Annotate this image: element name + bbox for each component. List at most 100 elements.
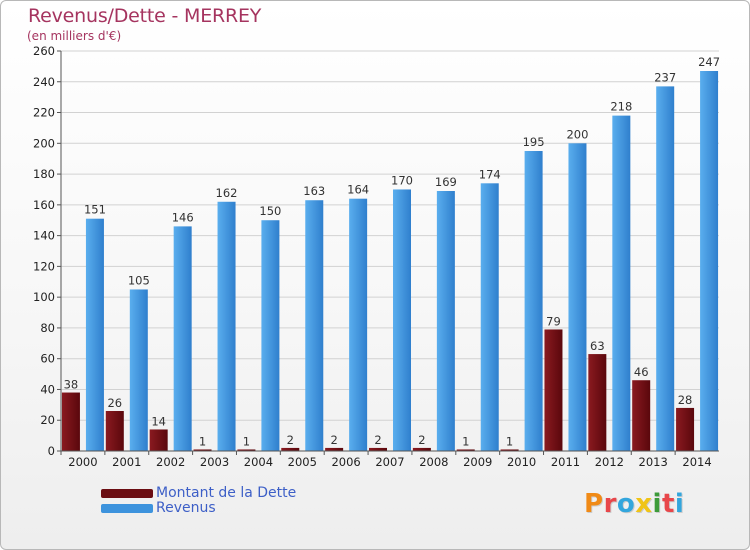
logo-letter: r bbox=[603, 489, 617, 519]
y-tick-label: 220 bbox=[33, 106, 55, 120]
x-tick-label: 2009 bbox=[463, 455, 492, 469]
y-tick-label: 0 bbox=[48, 444, 55, 458]
bar-debt bbox=[500, 449, 519, 451]
y-tick-label: 120 bbox=[33, 259, 55, 273]
data-label-revenue: 170 bbox=[391, 173, 413, 187]
data-label-revenue: 195 bbox=[523, 135, 545, 149]
bar-debt bbox=[456, 449, 475, 451]
legend-label-debt: Montant de la Dette bbox=[156, 485, 297, 501]
x-tick-label: 2007 bbox=[375, 455, 404, 469]
x-tick-label: 2003 bbox=[200, 455, 229, 469]
data-label-debt: 38 bbox=[64, 378, 79, 392]
bar-revenue bbox=[261, 220, 280, 451]
bar-debt bbox=[105, 411, 124, 451]
logo-letter: i bbox=[674, 489, 685, 519]
x-tick-label: 2012 bbox=[595, 455, 624, 469]
data-label-debt: 1 bbox=[243, 434, 250, 448]
bar-debt bbox=[412, 447, 431, 451]
bar-debt bbox=[325, 447, 344, 451]
y-tick-label: 80 bbox=[40, 321, 55, 335]
data-label-revenue: 163 bbox=[303, 184, 325, 198]
data-label-revenue: 105 bbox=[128, 273, 150, 287]
data-label-revenue: 169 bbox=[435, 175, 457, 189]
y-tick-label: 100 bbox=[33, 290, 55, 304]
bar-revenue bbox=[129, 289, 148, 451]
data-label-revenue: 247 bbox=[698, 55, 720, 69]
logo-letter: x bbox=[635, 489, 653, 519]
y-tick-label: 40 bbox=[40, 382, 55, 396]
bar-revenue bbox=[656, 86, 675, 451]
bar-debt bbox=[61, 392, 80, 451]
data-label-revenue: 218 bbox=[610, 100, 632, 114]
data-label-debt: 2 bbox=[287, 433, 294, 447]
y-tick-label: 200 bbox=[33, 136, 55, 150]
y-tick-label: 160 bbox=[33, 198, 55, 212]
bar-revenue bbox=[612, 115, 631, 451]
data-label-revenue: 150 bbox=[259, 204, 281, 218]
x-tick-label: 2004 bbox=[244, 455, 273, 469]
y-tick-label: 60 bbox=[40, 352, 55, 366]
logo-letter: i bbox=[652, 489, 662, 519]
y-tick-label: 260 bbox=[33, 44, 55, 58]
x-tick-label: 2002 bbox=[156, 455, 185, 469]
bar-debt bbox=[588, 354, 607, 451]
y-tick-label: 140 bbox=[33, 229, 55, 243]
y-tick-label: 240 bbox=[33, 75, 55, 89]
data-label-revenue: 146 bbox=[172, 210, 194, 224]
legend-label-revenue: Revenus bbox=[156, 500, 216, 516]
data-label-revenue: 200 bbox=[566, 127, 588, 141]
bars: 3815126105141461162115021632164217021691… bbox=[61, 55, 720, 452]
x-tick-label: 2014 bbox=[682, 455, 711, 469]
bar-revenue bbox=[700, 71, 719, 451]
grid-lines bbox=[61, 50, 719, 452]
legend-swatch-revenue bbox=[101, 504, 153, 513]
bar-revenue bbox=[85, 218, 104, 451]
x-tick-label: 2005 bbox=[288, 455, 317, 469]
y-tick-label: 20 bbox=[40, 413, 55, 427]
data-label-debt: 79 bbox=[546, 314, 561, 328]
bar-revenue bbox=[436, 191, 455, 451]
data-label-debt: 46 bbox=[634, 365, 649, 379]
bar-debt bbox=[193, 449, 212, 451]
x-tick-label: 2013 bbox=[639, 455, 668, 469]
x-tick-label: 2001 bbox=[112, 455, 141, 469]
x-tick-label: 2000 bbox=[68, 455, 97, 469]
bar-revenue bbox=[217, 201, 236, 451]
data-label-revenue: 162 bbox=[216, 186, 238, 200]
bar-revenue bbox=[393, 189, 411, 451]
logo-letter: o bbox=[616, 489, 636, 519]
logo-letter: P bbox=[584, 489, 604, 519]
data-label-debt: 63 bbox=[590, 339, 605, 353]
axes: 0 20 40 60 80 100 120 140 160 180 200 220 240 260 2000… bbox=[33, 44, 719, 469]
bar-revenue bbox=[173, 226, 192, 451]
data-label-debt: 14 bbox=[151, 414, 166, 428]
chart-subtitle: (en milliers d'€) bbox=[27, 29, 122, 43]
data-label-revenue: 174 bbox=[479, 167, 501, 181]
bar-debt bbox=[149, 429, 168, 451]
data-label-debt: 1 bbox=[199, 434, 206, 448]
x-tick-label: 2011 bbox=[551, 455, 580, 469]
x-tick-label: 2006 bbox=[331, 455, 360, 469]
bar-revenue bbox=[568, 143, 587, 452]
data-label-revenue: 151 bbox=[84, 203, 106, 217]
legend-swatch-debt bbox=[101, 489, 153, 498]
bar-debt bbox=[632, 380, 651, 451]
bar-revenue bbox=[524, 151, 543, 451]
bar-revenue bbox=[480, 183, 499, 452]
logo-letter: t bbox=[661, 489, 675, 519]
data-label-revenue: 164 bbox=[347, 183, 369, 197]
bar-revenue bbox=[349, 198, 368, 451]
data-label-debt: 26 bbox=[107, 396, 122, 410]
data-label-debt: 2 bbox=[418, 433, 425, 447]
bar-debt bbox=[676, 407, 695, 451]
bar-debt bbox=[281, 447, 300, 451]
data-label-debt: 2 bbox=[330, 433, 337, 447]
data-label-revenue: 237 bbox=[654, 70, 676, 84]
data-label-debt: 28 bbox=[678, 393, 693, 407]
x-tick-label: 2010 bbox=[507, 455, 536, 469]
data-label-debt: 1 bbox=[506, 434, 513, 448]
bar-debt bbox=[237, 449, 256, 451]
data-label-debt: 1 bbox=[462, 434, 469, 448]
y-tick-label: 180 bbox=[33, 167, 55, 181]
